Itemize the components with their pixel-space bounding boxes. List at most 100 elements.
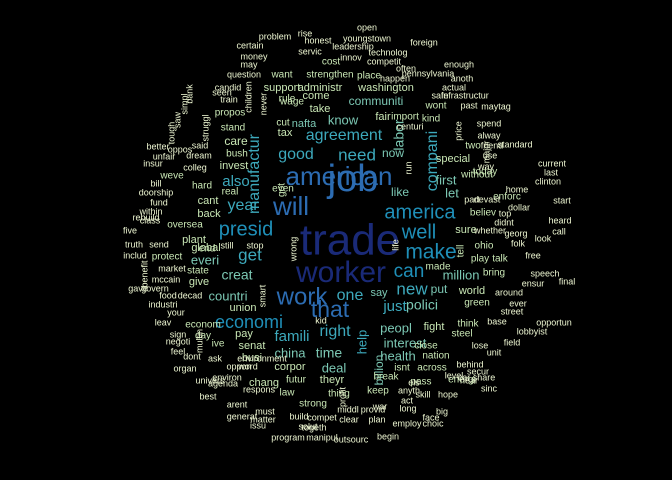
cloud-word: sinc (481, 383, 498, 393)
cloud-word: struggl (200, 114, 210, 141)
cloud-word: leadership (332, 41, 374, 51)
cloud-word: global (191, 242, 220, 254)
cloud-word: problem (259, 31, 292, 41)
cloud-word: multin (194, 329, 204, 353)
cloud-word: market (158, 263, 186, 273)
cloud-word: lobbyist (517, 326, 548, 336)
cloud-word: two (465, 141, 481, 152)
cloud-word: field (504, 337, 521, 347)
cloud-word: smart (257, 284, 267, 307)
cloud-word: leav (155, 317, 172, 327)
cloud-word: polici (406, 297, 438, 313)
cloud-word: manipul (306, 432, 338, 442)
cloud-word: state (187, 266, 209, 277)
cloud-word: organ (173, 363, 196, 373)
cloud-word: opportun (536, 317, 572, 327)
cloud-word: work (276, 283, 329, 310)
cloud-word: way (477, 161, 495, 171)
cloud-word: near (460, 375, 478, 385)
cloud-word: wrong (288, 237, 298, 263)
cloud-word: happen (380, 73, 410, 83)
cloud-word: top (499, 208, 512, 218)
cloud-word: share (473, 372, 496, 382)
cloud-word: run (403, 161, 413, 174)
cloud-word: outsourc (334, 434, 369, 444)
cloud-word: sure (455, 224, 476, 236)
cloud-word: never (258, 93, 268, 116)
cloud-word: rise (298, 28, 313, 38)
cloud-word: right (319, 323, 351, 340)
cloud-word: centuri (396, 121, 423, 131)
cloud-word: part (464, 194, 480, 204)
cloud-word: secur (467, 366, 489, 376)
cloud-word: call (552, 226, 566, 236)
cloud-word: home (506, 184, 529, 194)
cloud-word: administr (298, 82, 343, 94)
cloud-word: fight (424, 321, 445, 333)
cloud-word: health (380, 348, 415, 363)
cloud-word: econom (185, 320, 221, 331)
cloud-word: price (453, 121, 463, 141)
cloud-word: long (399, 403, 416, 413)
cloud-word: last (544, 167, 559, 177)
cloud-word: now (382, 146, 404, 160)
cloud-word: standard (497, 139, 532, 149)
cloud-word: past (460, 100, 478, 110)
cloud-word: bush (226, 149, 248, 160)
cloud-word: put (431, 282, 448, 296)
cloud-word: unfair (153, 151, 176, 161)
cloud-word: car (458, 372, 471, 382)
cloud-word: devast (474, 194, 501, 204)
cloud-word: choic (422, 418, 444, 428)
cloud-word: special (436, 153, 470, 165)
cloud-word: word (237, 361, 258, 371)
cloud-word: hard (192, 181, 212, 192)
cloud-word: chang (249, 377, 279, 389)
cloud-word: let (445, 185, 459, 200)
cloud-word: employ (392, 418, 422, 428)
cloud-word: includ (123, 250, 147, 260)
cloud-word: current (538, 158, 567, 168)
cloud-word: look (535, 233, 552, 243)
cloud-word: feel (171, 346, 186, 356)
cloud-word: saw (172, 112, 182, 129)
cloud-word: major (481, 141, 491, 164)
cloud-word: manufactur (246, 133, 263, 214)
cloud-word: kid (315, 315, 327, 325)
cloud-word: invest (220, 160, 249, 172)
cloud-word: enforc (493, 192, 521, 203)
cloud-word: street (501, 306, 524, 316)
cloud-word: clinton (535, 176, 561, 186)
cloud-word: simpl (179, 93, 189, 114)
cloud-word: matter (250, 414, 276, 424)
cloud-word: dream (186, 150, 212, 160)
cloud-word: strengthen (306, 70, 353, 81)
cloud-word: also (222, 173, 250, 190)
cloud-word: today (473, 167, 497, 178)
cloud-word: get (238, 245, 262, 264)
cloud-word: can (394, 261, 425, 282)
cloud-word: servic (298, 46, 322, 56)
cloud-word: govern (141, 283, 169, 293)
cloud-word: seen (212, 87, 232, 97)
cloud-word: care (224, 134, 248, 148)
cloud-word: best (199, 391, 217, 401)
cloud-word: agenda (208, 378, 238, 388)
cloud-word: five (123, 225, 137, 235)
cloud-word: unit (487, 347, 502, 357)
cloud-word: union (230, 302, 257, 314)
cloud-word: make (405, 241, 456, 264)
cloud-word: within (138, 206, 162, 216)
cloud-word: friend (481, 140, 504, 150)
cloud-word: foreign (410, 37, 438, 47)
cloud-word: bill (150, 178, 161, 188)
cloud-word: tell (456, 245, 467, 258)
cloud-word: maytag (481, 101, 511, 111)
cloud-word: open (357, 22, 377, 32)
cloud-word: labor (391, 119, 407, 150)
cloud-word: ever (509, 298, 527, 308)
cloud-word: technolog (368, 47, 407, 57)
cloud-word: cant (198, 195, 219, 207)
cloud-word: china (274, 345, 306, 360)
cloud-word: job (327, 158, 379, 200)
